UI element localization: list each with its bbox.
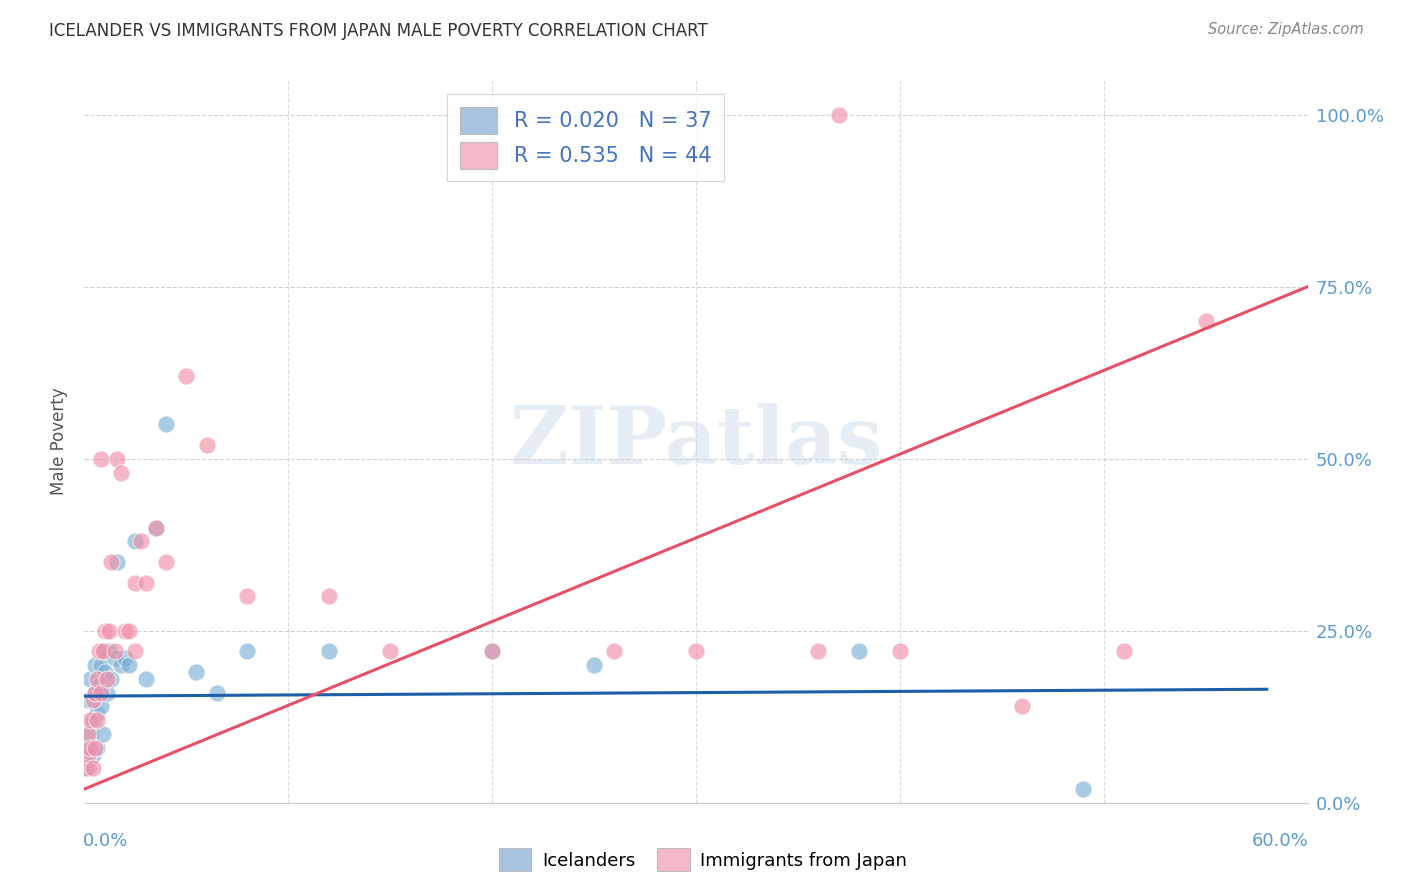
Point — [131, 534, 153, 549]
Point — [86, 713, 108, 727]
Point — [110, 466, 132, 480]
Point — [104, 644, 127, 658]
Point — [380, 644, 402, 658]
Legend: Icelanders, Immigrants from Japan: Icelanders, Immigrants from Japan — [492, 841, 914, 879]
Point — [91, 727, 114, 741]
Point — [83, 686, 105, 700]
Point — [685, 644, 707, 658]
Text: ICELANDER VS IMMIGRANTS FROM JAPAN MALE POVERTY CORRELATION CHART: ICELANDER VS IMMIGRANTS FROM JAPAN MALE … — [49, 22, 709, 40]
Point — [105, 555, 128, 569]
Point — [174, 369, 197, 384]
Point — [105, 451, 128, 466]
Point — [90, 686, 112, 700]
Point — [100, 555, 122, 569]
Point — [75, 740, 97, 755]
Point — [77, 727, 100, 741]
Point — [828, 108, 851, 122]
Point — [145, 520, 167, 534]
Point — [77, 761, 100, 775]
Point — [79, 727, 101, 741]
Point — [1073, 782, 1095, 797]
Point — [603, 644, 626, 658]
Point — [110, 658, 132, 673]
Point — [145, 520, 167, 534]
Y-axis label: Male Poverty: Male Poverty — [51, 388, 69, 495]
Point — [205, 686, 228, 700]
Point — [93, 644, 115, 658]
Point — [135, 672, 157, 686]
Point — [87, 679, 110, 693]
Point — [318, 590, 340, 604]
Point — [155, 417, 177, 432]
Point — [93, 665, 115, 679]
Point — [90, 699, 112, 714]
Point — [82, 713, 104, 727]
Point — [481, 644, 503, 658]
Point — [481, 644, 503, 658]
Point — [97, 624, 120, 638]
Point — [124, 644, 146, 658]
Point — [1114, 644, 1136, 658]
Point — [124, 534, 146, 549]
Point — [86, 706, 108, 721]
Point — [79, 740, 101, 755]
Point — [195, 438, 218, 452]
Point — [118, 624, 141, 638]
Text: 0.0%: 0.0% — [83, 831, 128, 850]
Point — [104, 651, 127, 665]
Point — [83, 686, 105, 700]
Point — [83, 740, 105, 755]
Point — [135, 575, 157, 590]
Point — [91, 644, 114, 658]
Point — [75, 761, 97, 775]
Point — [100, 672, 122, 686]
Legend: R = 0.020   N = 37, R = 0.535   N = 44: R = 0.020 N = 37, R = 0.535 N = 44 — [447, 95, 724, 181]
Point — [77, 747, 100, 762]
Point — [96, 686, 118, 700]
Point — [86, 740, 108, 755]
Text: 60.0%: 60.0% — [1253, 831, 1309, 850]
Point — [114, 651, 136, 665]
Point — [1195, 314, 1218, 328]
Point — [83, 658, 105, 673]
Point — [82, 761, 104, 775]
Point — [77, 692, 100, 706]
Point — [889, 644, 911, 658]
Point — [96, 672, 118, 686]
Point — [807, 644, 830, 658]
Point — [155, 555, 177, 569]
Point — [118, 658, 141, 673]
Point — [82, 692, 104, 706]
Point — [93, 624, 115, 638]
Text: Source: ZipAtlas.com: Source: ZipAtlas.com — [1208, 22, 1364, 37]
Point — [90, 451, 112, 466]
Point — [1011, 699, 1033, 714]
Point — [86, 672, 108, 686]
Point — [318, 644, 340, 658]
Point — [114, 624, 136, 638]
Point — [87, 644, 110, 658]
Point — [90, 658, 112, 673]
Point — [236, 590, 259, 604]
Text: ZIPatlas: ZIPatlas — [510, 402, 882, 481]
Point — [97, 644, 120, 658]
Point — [124, 575, 146, 590]
Point — [79, 672, 101, 686]
Point — [186, 665, 208, 679]
Point — [82, 747, 104, 762]
Point — [583, 658, 606, 673]
Point — [79, 713, 101, 727]
Point — [848, 644, 870, 658]
Point — [236, 644, 259, 658]
